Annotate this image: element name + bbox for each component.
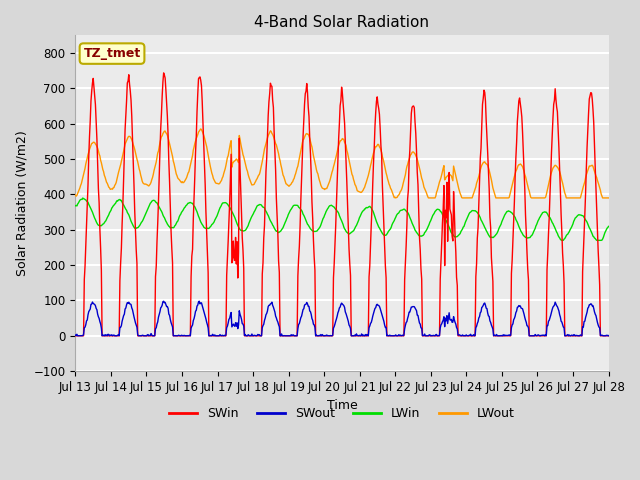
LWout <box>424 193 431 199</box>
SWout <box>195 298 203 304</box>
Line: LWout: LWout <box>76 129 609 198</box>
LWin <box>605 224 612 229</box>
SWin <box>605 333 612 339</box>
Text: TZ_tmet: TZ_tmet <box>83 47 141 60</box>
LWin <box>191 204 198 210</box>
SWin <box>136 333 144 339</box>
SWin <box>191 174 198 180</box>
LWout <box>197 126 205 132</box>
SWin <box>160 70 168 76</box>
LWout <box>190 144 198 150</box>
LWout <box>219 174 227 180</box>
LWout <box>136 168 144 174</box>
SWin <box>219 333 227 339</box>
Title: 4-Band Solar Radiation: 4-Band Solar Radiation <box>255 15 429 30</box>
X-axis label: Time: Time <box>326 399 357 412</box>
Legend: SWin, SWout, LWin, LWout: SWin, SWout, LWin, LWout <box>164 402 520 425</box>
LWin <box>559 238 566 243</box>
LWout <box>392 195 399 201</box>
SWout <box>191 312 198 318</box>
LWin <box>79 195 86 201</box>
LWin <box>408 218 415 224</box>
SWout <box>605 333 612 339</box>
Line: LWin: LWin <box>76 198 609 240</box>
SWout <box>137 333 145 339</box>
Line: SWin: SWin <box>76 73 609 336</box>
LWout <box>81 166 89 171</box>
LWin <box>219 200 227 206</box>
LWout <box>72 192 79 198</box>
LWin <box>423 227 431 232</box>
LWin <box>82 197 90 203</box>
SWout <box>74 333 81 339</box>
LWout <box>408 149 416 155</box>
SWout <box>82 322 90 328</box>
LWin <box>72 203 79 209</box>
SWout <box>424 333 431 339</box>
Y-axis label: Solar Radiation (W/m2): Solar Radiation (W/m2) <box>15 131 28 276</box>
LWin <box>137 221 145 227</box>
SWout <box>72 332 79 338</box>
SWout <box>220 333 228 338</box>
SWin <box>81 263 89 269</box>
SWin <box>72 333 79 339</box>
SWout <box>408 304 416 310</box>
LWout <box>605 195 612 201</box>
SWin <box>408 110 415 116</box>
Line: SWout: SWout <box>76 301 609 336</box>
SWin <box>423 333 431 339</box>
